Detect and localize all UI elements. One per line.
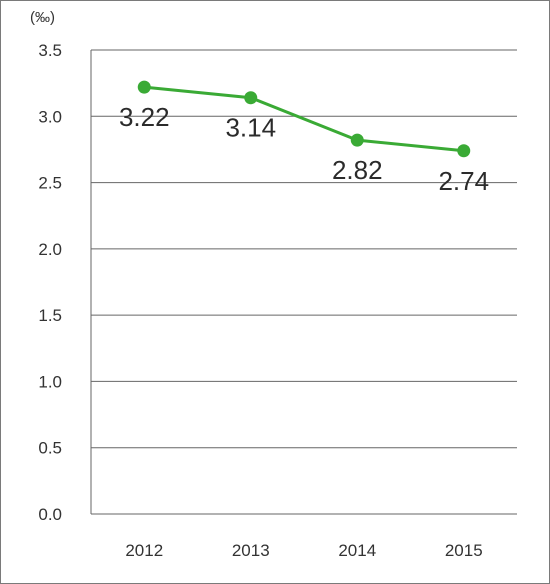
y-tick-label: 3.0 xyxy=(38,107,62,126)
data-labels: 3.22 3.14 2.82 2.74 xyxy=(119,102,489,196)
x-tick-label: 2015 xyxy=(445,541,483,560)
x-tick-label: 2012 xyxy=(125,541,163,560)
y-unit-label: (‰) xyxy=(30,9,55,26)
series xyxy=(137,80,471,158)
data-label: 2.74 xyxy=(438,166,489,196)
data-point xyxy=(457,144,471,158)
data-point xyxy=(350,133,364,147)
y-axis-ticks: 0.0 0.5 1.0 1.5 2.0 2.5 3.0 3.5 xyxy=(38,41,62,524)
x-axis-ticks: 2012 2013 2014 2015 xyxy=(125,541,482,560)
data-label: 2.82 xyxy=(332,155,383,185)
data-label: 3.22 xyxy=(119,102,170,132)
y-tick-label: 2.0 xyxy=(38,240,62,259)
data-point xyxy=(244,91,258,105)
x-tick-label: 2014 xyxy=(338,541,376,560)
grid xyxy=(90,49,517,515)
y-tick-label: 1.5 xyxy=(38,306,62,325)
y-tick-label: 2.5 xyxy=(38,174,62,193)
y-tick-label: 0.5 xyxy=(38,439,62,458)
y-tick-label: 1.0 xyxy=(38,372,62,391)
data-point xyxy=(137,80,151,94)
x-tick-label: 2013 xyxy=(232,541,270,560)
series-line xyxy=(144,85,464,153)
y-tick-label: 0.0 xyxy=(38,505,62,524)
y-tick-label: 3.5 xyxy=(38,41,62,60)
data-label: 3.14 xyxy=(225,113,276,143)
